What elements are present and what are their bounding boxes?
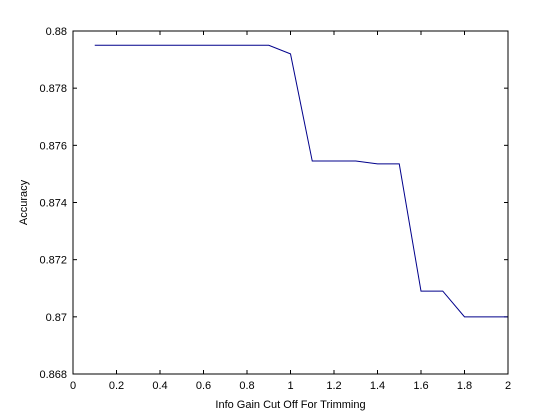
- y-tick-label: 0.876: [39, 140, 67, 152]
- x-tick-label: 0.4: [152, 380, 167, 392]
- x-tick-label: 1.8: [457, 380, 472, 392]
- x-tick-label: 2: [505, 380, 511, 392]
- plot-area: [73, 31, 508, 374]
- x-tick-label: 1.2: [326, 380, 341, 392]
- x-axis-ticks: 0 0.2 0.4 0.6 0.8 1 1.2 1.4 1.6 1.8 2: [70, 31, 511, 392]
- y-tick-label: 0.878: [39, 83, 67, 95]
- y-tick-label: 0.872: [39, 255, 67, 267]
- y-tick-label: 0.88: [46, 26, 67, 38]
- x-tick-label: 0.6: [196, 380, 211, 392]
- x-tick-label: 0.8: [239, 380, 254, 392]
- accuracy-line: [94, 44, 508, 318]
- y-tick-label: 0.87: [46, 312, 67, 324]
- y-tick-label: 0.868: [39, 369, 67, 381]
- y-tick-label: 0.874: [39, 198, 67, 210]
- y-axis-label: Accuracy: [18, 179, 30, 225]
- x-tick-label: 1.4: [370, 380, 385, 392]
- x-tick-label: 0.2: [109, 380, 124, 392]
- x-axis-label: Info Gain Cut Off For Trimming: [215, 399, 365, 411]
- x-tick-label: 0: [70, 380, 76, 392]
- x-tick-label: 1: [287, 380, 293, 392]
- plot-frame: [72, 30, 509, 375]
- x-tick-label: 1.6: [413, 380, 428, 392]
